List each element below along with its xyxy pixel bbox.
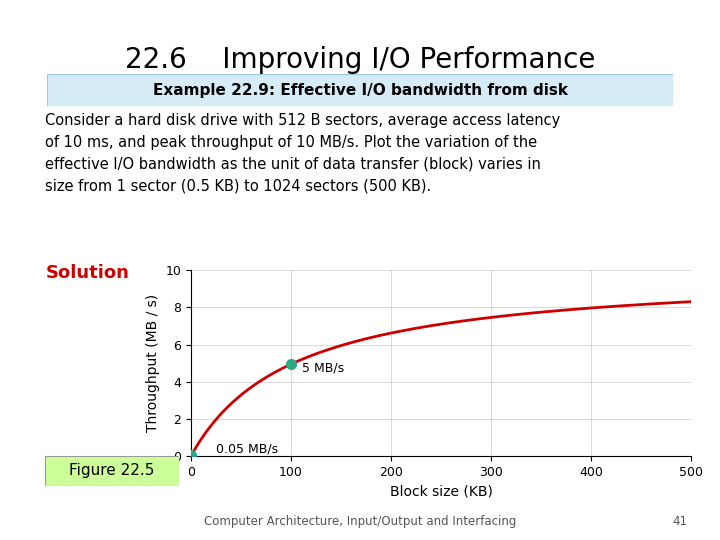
Text: Computer Architecture, Input/Output and Interfacing: Computer Architecture, Input/Output and … — [204, 515, 516, 528]
Text: 5 MB/s: 5 MB/s — [302, 361, 344, 374]
Text: 41: 41 — [672, 515, 688, 528]
FancyBboxPatch shape — [45, 456, 179, 486]
X-axis label: Block size (KB): Block size (KB) — [390, 484, 492, 498]
Text: Figure 22.5: Figure 22.5 — [69, 463, 155, 478]
Text: Solution: Solution — [45, 264, 129, 281]
Text: 22.6    Improving I/O Performance: 22.6 Improving I/O Performance — [125, 46, 595, 74]
Text: Consider a hard disk drive with 512 B sectors, average access latency
of 10 ms, : Consider a hard disk drive with 512 B se… — [45, 113, 561, 193]
Text: Example 22.9: Effective I/O bandwidth from disk: Example 22.9: Effective I/O bandwidth fr… — [153, 83, 567, 98]
Text: 0.05 MB/s: 0.05 MB/s — [216, 443, 279, 456]
FancyBboxPatch shape — [47, 74, 673, 106]
Y-axis label: Throughput (MB / s): Throughput (MB / s) — [145, 294, 160, 432]
